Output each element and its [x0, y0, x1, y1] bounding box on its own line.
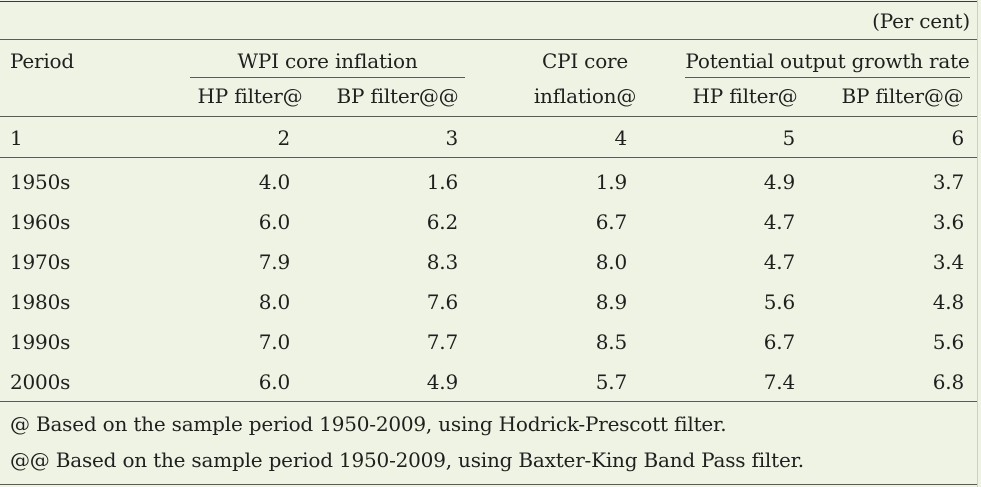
cell-cpi: 5.7 [595, 370, 627, 394]
row-period: 1980s [10, 290, 71, 314]
header-cpi-line1: CPI core [541, 49, 629, 73]
cell-cpi: 8.0 [595, 250, 627, 274]
bottom-rule [0, 484, 977, 485]
cell-pot-bp: 4.8 [932, 290, 964, 314]
colnum-4: 4 [614, 126, 627, 150]
cell-cpi: 8.5 [595, 330, 627, 354]
colnum-2: 2 [277, 126, 290, 150]
potential-group-underline [685, 77, 970, 78]
colnum-1: 1 [10, 126, 23, 150]
right-edge-line [977, 0, 978, 487]
colnum-6: 6 [951, 126, 964, 150]
colnum-5: 5 [782, 126, 795, 150]
cell-pot-hp: 5.6 [763, 290, 795, 314]
header-wpi-hp: HP filter@ [197, 84, 303, 108]
colnum-bottom-rule [0, 157, 977, 158]
cell-pot-hp: 6.7 [763, 330, 795, 354]
cell-wpi-hp: 6.0 [258, 210, 290, 234]
header-wpi-group: WPI core inflation [237, 49, 418, 73]
row-period: 2000s [10, 370, 71, 394]
data-bottom-rule [0, 401, 977, 402]
header-period: Period [10, 49, 74, 73]
cell-pot-bp: 3.4 [932, 250, 964, 274]
row-period: 1970s [10, 250, 71, 274]
cell-wpi-bp: 7.6 [426, 290, 458, 314]
header-cpi-line2: inflation@ [533, 84, 637, 108]
cell-cpi: 1.9 [595, 170, 627, 194]
cell-wpi-hp: 6.0 [258, 370, 290, 394]
cell-wpi-hp: 4.0 [258, 170, 290, 194]
cell-cpi: 6.7 [595, 210, 627, 234]
cell-wpi-bp: 6.2 [426, 210, 458, 234]
row-period: 1950s [10, 170, 71, 194]
unit-note: (Per cent) [872, 9, 970, 33]
top-rule [0, 1, 977, 2]
header-potential-group: Potential output growth rate [685, 49, 970, 73]
cell-wpi-bp: 7.7 [426, 330, 458, 354]
cell-cpi: 8.9 [595, 290, 627, 314]
cell-pot-bp: 5.6 [932, 330, 964, 354]
cell-pot-bp: 6.8 [932, 370, 964, 394]
cell-pot-hp: 4.7 [763, 250, 795, 274]
cell-wpi-hp: 7.0 [258, 330, 290, 354]
cell-wpi-bp: 4.9 [426, 370, 458, 394]
header-wpi-bp: BP filter@@ [336, 84, 459, 108]
cell-pot-bp: 3.6 [932, 210, 964, 234]
colnum-3: 3 [445, 126, 458, 150]
cell-wpi-bp: 1.6 [426, 170, 458, 194]
cell-pot-bp: 3.7 [932, 170, 964, 194]
cell-wpi-hp: 8.0 [258, 290, 290, 314]
header-pot-bp: BP filter@@ [841, 84, 964, 108]
cell-wpi-bp: 8.3 [426, 250, 458, 274]
cell-pot-hp: 7.4 [763, 370, 795, 394]
header-top-rule [0, 39, 977, 40]
cell-pot-hp: 4.7 [763, 210, 795, 234]
wpi-group-underline [190, 77, 465, 78]
row-period: 1960s [10, 210, 71, 234]
footnote-bp: @@ Based on the sample period 1950-2009,… [10, 448, 804, 472]
header-bottom-rule [0, 116, 977, 117]
cell-wpi-hp: 7.9 [258, 250, 290, 274]
cell-pot-hp: 4.9 [763, 170, 795, 194]
header-pot-hp: HP filter@ [692, 84, 798, 108]
row-period: 1990s [10, 330, 71, 354]
footnote-hp: @ Based on the sample period 1950-2009, … [10, 412, 727, 436]
